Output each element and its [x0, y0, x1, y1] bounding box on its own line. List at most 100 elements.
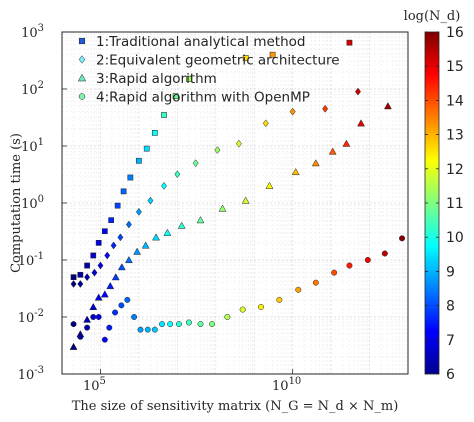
legend-label: 4:Rapid algorithm with OpenMP	[96, 90, 310, 106]
data-point-circle	[239, 306, 246, 313]
data-marks	[69, 39, 406, 350]
data-point-circle	[84, 324, 91, 331]
data-point-triangle	[141, 241, 150, 249]
data-point-circle	[112, 309, 119, 316]
data-point-circle	[118, 302, 125, 309]
y-tick-label: 100	[21, 194, 44, 212]
data-point-square	[161, 112, 167, 118]
colorbar-label: log(N_d)	[404, 9, 461, 24]
data-point-square	[186, 76, 192, 82]
data-point-square	[136, 157, 142, 164]
data-point-square	[77, 271, 84, 278]
colorbar-tick-label: 16	[446, 25, 464, 41]
y-tick-label: 10-2	[18, 308, 44, 326]
series-2	[70, 87, 361, 288]
data-point-diamond	[214, 146, 221, 154]
data-point-circle	[312, 279, 319, 286]
data-point-triangle	[311, 159, 320, 167]
data-point-triangle	[100, 290, 109, 298]
data-point-circle	[77, 333, 84, 340]
data-point-square	[346, 39, 353, 46]
colorbar-tick-label: 6	[446, 367, 455, 383]
colorbar-tick-label: 7	[446, 333, 455, 349]
data-point-circle	[258, 303, 264, 310]
data-point-square	[95, 239, 102, 246]
data-point-diamond	[262, 119, 269, 128]
data-point-diamond	[70, 280, 77, 288]
x-axis-label: The size of sensitivity matrix (N_G = N_…	[72, 399, 399, 414]
data-point-square	[108, 217, 115, 224]
data-point-square	[269, 51, 276, 58]
data-point-circle	[70, 321, 77, 328]
data-point-diamond	[110, 241, 117, 250]
data-point-square	[242, 55, 249, 61]
data-point-circle	[95, 314, 102, 320]
data-point-triangle	[163, 228, 172, 236]
data-point-circle	[175, 321, 182, 328]
data-point-triangle	[342, 139, 351, 147]
data-point-triangle	[133, 247, 142, 255]
data-point-triangle	[117, 263, 126, 271]
data-point-triangle	[328, 147, 337, 155]
legend-label: 3:Rapid algorithm	[96, 71, 217, 87]
legend-label: 2:Equivalent geometric architecture	[96, 53, 340, 69]
x-tick-label: 105	[83, 376, 106, 394]
data-point-square	[90, 252, 97, 259]
data-point-triangle	[111, 273, 120, 281]
data-point-circle	[137, 326, 144, 333]
data-point-diamond	[104, 251, 111, 260]
legend-marker	[77, 73, 87, 82]
data-point-square	[172, 93, 179, 99]
y-tick-label: 102	[21, 80, 44, 98]
data-point-circle	[381, 250, 388, 257]
data-point-diamond	[77, 280, 84, 288]
y-tick-label: 10-3	[18, 365, 44, 383]
axis-ticks: 105 1010 10-3 10-2 10-1 100 101 102 103	[18, 23, 302, 394]
data-point-diamond	[84, 273, 91, 282]
data-point-circle	[295, 286, 302, 293]
series-4	[70, 235, 406, 343]
data-point-circle	[101, 336, 108, 343]
data-point-circle	[346, 262, 353, 269]
data-point-diamond	[125, 220, 132, 229]
legend: 1:Traditional analytical method 2:Equival…	[77, 34, 340, 106]
data-point-circle	[364, 257, 371, 263]
data-point-triangle	[291, 167, 300, 176]
data-point-circle	[124, 296, 131, 303]
data-point-diamond	[322, 104, 329, 113]
x-tick-label: 1010	[272, 376, 301, 394]
data-point-circle	[185, 319, 192, 326]
data-point-triangle	[89, 302, 98, 311]
data-point-triangle	[152, 233, 161, 241]
colorbar-tick-label: 12	[446, 162, 464, 178]
legend-label: 1:Traditional analytical method	[96, 34, 305, 50]
data-point-circle	[209, 321, 216, 328]
data-point-circle	[90, 314, 97, 320]
y-axis-label: Computation time (s)	[9, 133, 24, 273]
colorbar-tick-label: 10	[446, 230, 464, 246]
y-tick-label: 103	[21, 23, 44, 41]
colorbar-tick-label: 14	[446, 93, 464, 109]
data-point-triangle	[357, 119, 365, 127]
data-point-circle	[151, 326, 158, 333]
legend-marker	[78, 37, 86, 45]
data-point-triangle	[241, 196, 250, 204]
data-point-triangle	[94, 293, 103, 301]
colorbar-tick-label: 11	[446, 196, 464, 212]
data-point-triangle	[383, 102, 392, 110]
data-point-triangle	[218, 204, 227, 212]
data-point-circle	[131, 314, 138, 320]
data-point-square	[114, 202, 121, 209]
data-point-diamond	[289, 107, 296, 116]
data-point-square	[143, 145, 150, 152]
series-1	[70, 39, 353, 281]
data-point-triangle	[83, 315, 92, 323]
colorbar-tick-label: 13	[446, 128, 464, 144]
data-point-diamond	[97, 261, 104, 270]
legend-marker	[78, 93, 86, 100]
data-point-circle	[106, 324, 113, 331]
y-tick-label: 101	[21, 137, 44, 155]
colorbar-tick-label: 8	[446, 299, 455, 315]
data-point-square	[70, 274, 77, 281]
